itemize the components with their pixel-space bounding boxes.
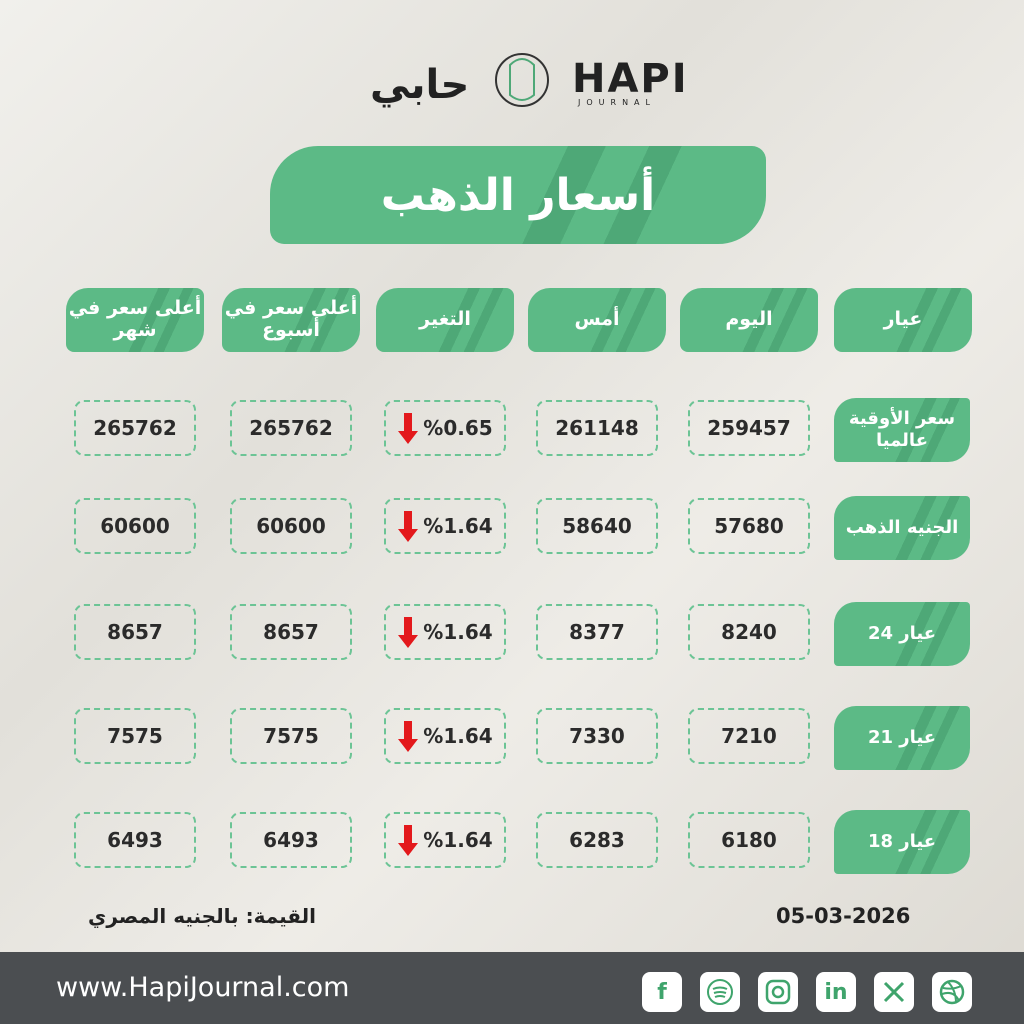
price-cell: 261148 — [536, 400, 658, 456]
cell-value: 6493 — [107, 828, 163, 852]
logo-latin: HAPI — [572, 56, 689, 102]
down-arrow — [398, 825, 419, 856]
price-cell: 6493 — [230, 812, 352, 868]
price-cell: 6283 — [536, 812, 658, 868]
price-cell: 8657 — [74, 604, 196, 660]
down-arrow — [398, 413, 419, 444]
row-label: سعر الأوقية عالميا — [834, 398, 970, 462]
column-header: التغير — [376, 288, 514, 352]
cell-value: 6493 — [263, 828, 319, 852]
logo-emblem — [495, 53, 549, 107]
price-cell: 6493 — [74, 812, 196, 868]
cell-value: 8657 — [107, 620, 163, 644]
row-label: عيار 21 — [834, 706, 970, 770]
title: أسعار الذهب — [270, 146, 766, 244]
change-cell: %1.64 — [384, 498, 506, 554]
down-arrow — [398, 617, 419, 648]
cell-value: 60600 — [256, 514, 326, 538]
cell-value: 7210 — [721, 724, 777, 748]
website[interactable]: www.HapiJournal.com — [56, 972, 350, 1003]
cell-value: 6180 — [721, 828, 777, 852]
cell-value: 7575 — [263, 724, 319, 748]
x-icon[interactable] — [874, 972, 914, 1012]
change-cell: %1.64 — [384, 812, 506, 868]
cell-value: %0.65 — [423, 416, 493, 440]
price-cell: 57680 — [688, 498, 810, 554]
instagram-icon[interactable] — [758, 972, 798, 1012]
price-cell: 8377 — [536, 604, 658, 660]
change-cell: %0.65 — [384, 400, 506, 456]
cell-value: 7330 — [569, 724, 625, 748]
row-label: الجنيه الذهب — [834, 496, 970, 560]
change-cell: %1.64 — [384, 708, 506, 764]
linkedin-icon[interactable]: in — [816, 972, 856, 1012]
column-header: أعلى سعر في شهر — [66, 288, 204, 352]
price-cell: 8657 — [230, 604, 352, 660]
cell-value: %1.64 — [423, 514, 493, 538]
price-cell: 60600 — [230, 498, 352, 554]
cell-value: %1.64 — [423, 620, 493, 644]
down-arrow — [398, 721, 419, 752]
cell-value: 7575 — [107, 724, 163, 748]
price-cell: 7575 — [230, 708, 352, 764]
cell-value: 259457 — [707, 416, 791, 440]
price-cell: 265762 — [230, 400, 352, 456]
price-cell: 8240 — [688, 604, 810, 660]
logo-tagline: JOURNAL — [578, 98, 656, 107]
cell-value: 57680 — [714, 514, 784, 538]
spotify-icon[interactable] — [700, 972, 740, 1012]
column-header: أعلى سعر في أسبوع — [222, 288, 360, 352]
price-cell: 259457 — [688, 400, 810, 456]
price-cell: 265762 — [74, 400, 196, 456]
facebook-icon[interactable]: f — [642, 972, 682, 1012]
cell-value: 6283 — [569, 828, 625, 852]
note: القيمة: بالجنيه المصري — [88, 904, 317, 928]
down-arrow — [398, 511, 419, 542]
cell-value: 8377 — [569, 620, 625, 644]
row-label: عيار 24 — [834, 602, 970, 666]
row-label: عيار 18 — [834, 810, 970, 874]
dribbble-icon[interactable] — [932, 972, 972, 1012]
cell-value: 8240 — [721, 620, 777, 644]
cell-value: 265762 — [249, 416, 333, 440]
cell-value: 58640 — [562, 514, 632, 538]
column-header: اليوم — [680, 288, 818, 352]
price-cell: 6180 — [688, 812, 810, 868]
cell-value: 261148 — [555, 416, 639, 440]
date: 05-03-2026 — [776, 904, 911, 928]
price-cell: 7330 — [536, 708, 658, 764]
cell-value: %1.64 — [423, 828, 493, 852]
cell-value: 265762 — [93, 416, 177, 440]
column-header: أمس — [528, 288, 666, 352]
footer: www.HapiJournal.com — [0, 952, 1024, 1024]
logo-arabic: حابي — [370, 62, 470, 108]
price-cell: 58640 — [536, 498, 658, 554]
price-cell: 60600 — [74, 498, 196, 554]
price-cell: 7210 — [688, 708, 810, 764]
cell-value: %1.64 — [423, 724, 493, 748]
cell-value: 8657 — [263, 620, 319, 644]
cell-value: 60600 — [100, 514, 170, 538]
price-cell: 7575 — [74, 708, 196, 764]
column-header: عيار — [834, 288, 972, 352]
change-cell: %1.64 — [384, 604, 506, 660]
